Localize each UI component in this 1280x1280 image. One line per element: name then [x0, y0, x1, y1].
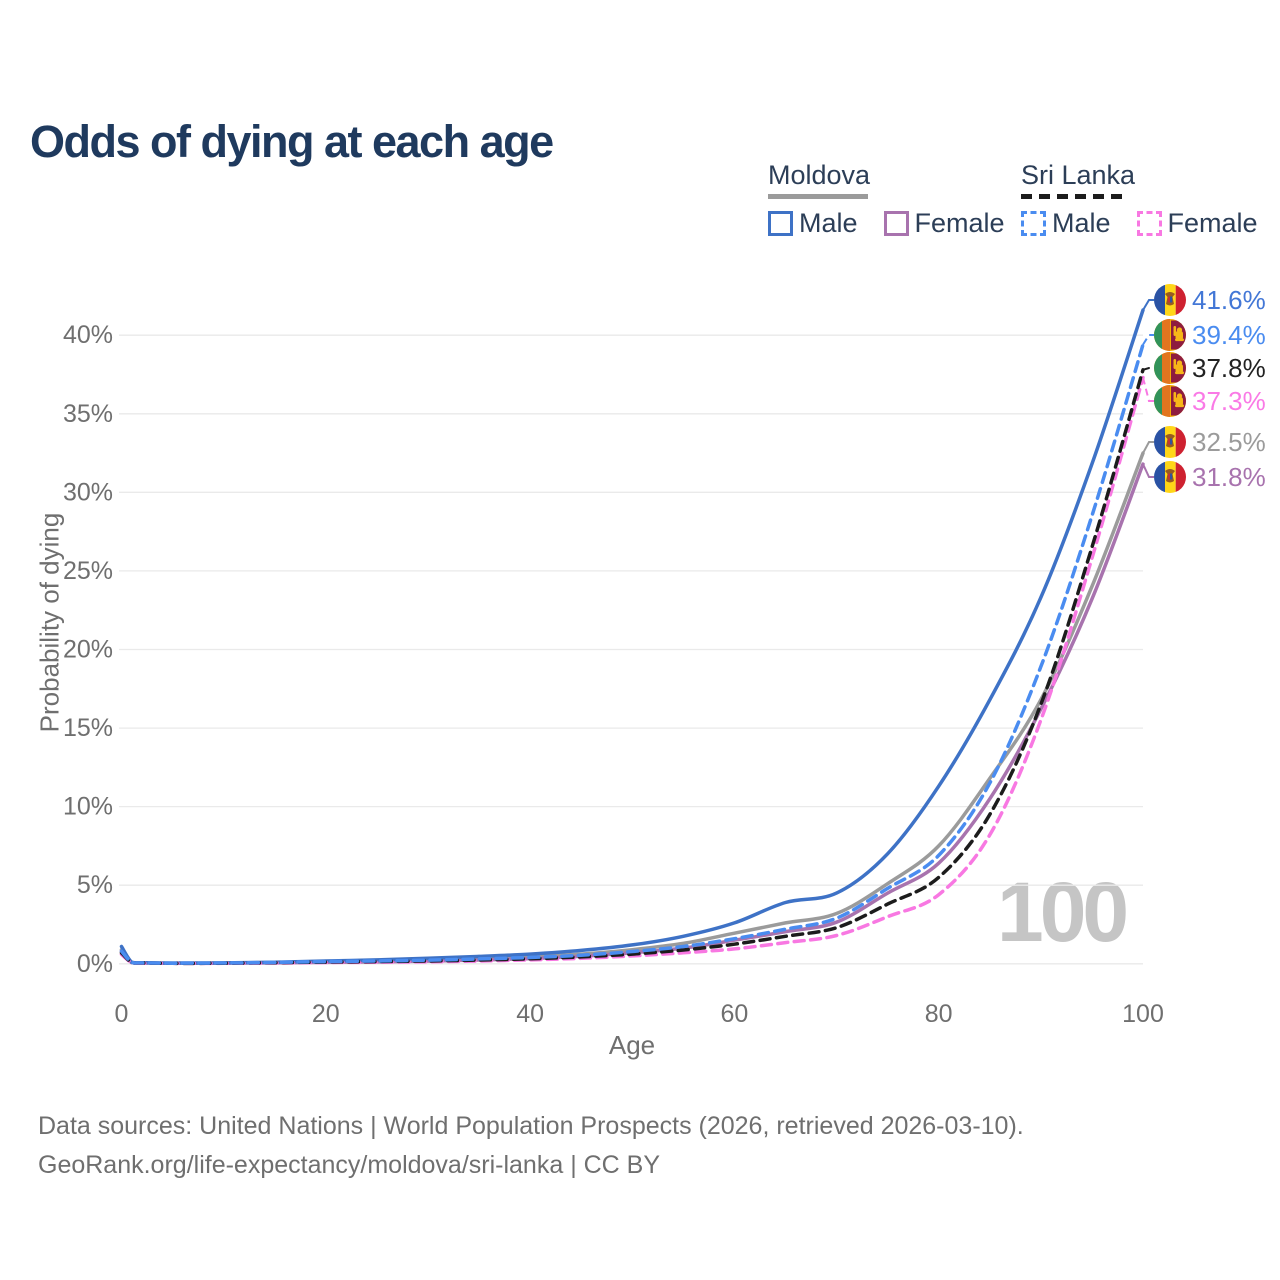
moldova-female-checkbox[interactable]	[883, 211, 909, 236]
label-connector-sri-lanka-all	[1142, 367, 1154, 371]
legend-items-moldova: Male Female	[768, 208, 1005, 239]
y-tick-label: 20%	[63, 636, 113, 664]
x-tick-label: 60	[720, 1000, 748, 1028]
y-tick-label: 5%	[77, 871, 113, 899]
label-connector-sri-lanka-male	[1142, 334, 1154, 346]
y-tick-label: 15%	[63, 714, 113, 742]
series-line-moldova-male	[119, 308, 1145, 965]
sri-lanka-line-style-swatch	[1021, 194, 1125, 199]
x-tick-label: 20	[312, 1000, 340, 1028]
label-connector-sri-lanka-female	[1142, 377, 1154, 402]
sri-lanka-male-checkbox[interactable]	[1021, 211, 1046, 236]
moldova-male-checkbox[interactable]	[768, 211, 793, 236]
page-title: Odds of dying at each age	[30, 116, 554, 168]
sri-lanka-flag-icon	[1154, 319, 1186, 351]
series-line-sri-lanka-female	[119, 375, 1145, 966]
legend-label-sri-lanka-female: Female	[1167, 208, 1258, 238]
y-tick-label: 25%	[63, 557, 113, 585]
y-tick-label: 40%	[63, 321, 113, 349]
label-connector-moldova-all	[1142, 441, 1154, 454]
end-value-label-moldova-male: 41.6%	[1192, 285, 1266, 315]
age-counter-watermark: 100	[997, 865, 1129, 959]
legend-items-sri-lanka: Male Female	[1021, 208, 1258, 239]
moldova-flag-icon	[1154, 426, 1186, 458]
y-tick-label: 35%	[63, 400, 113, 428]
sri-lanka-flag-icon	[1154, 352, 1186, 384]
legend-label-moldova-female: Female	[914, 208, 1005, 238]
legend-item-moldova-male[interactable]: Male	[768, 208, 858, 239]
legend-label-moldova-male: Male	[799, 208, 858, 238]
end-value-label-sri-lanka-male: 39.4%	[1192, 320, 1266, 350]
series-line-moldova-female	[119, 462, 1145, 966]
legend-item-sri-lanka-male[interactable]: Male	[1021, 208, 1111, 239]
legend-country-moldova: Moldova	[768, 160, 871, 190]
series-line-moldova-all	[119, 451, 1145, 965]
label-connector-moldova-male	[1142, 299, 1154, 311]
moldova-line-style-swatch	[768, 194, 868, 199]
legend-group-moldova: Moldova Male Female	[768, 160, 1005, 239]
sri-lanka-flag-icon	[1154, 385, 1186, 417]
y-tick-label: 0%	[77, 950, 113, 978]
end-value-label-sri-lanka-female: 37.3%	[1192, 386, 1266, 416]
x-axis-title: Age	[608, 1030, 656, 1060]
end-value-label-moldova-all: 32.5%	[1192, 427, 1266, 457]
label-connector-moldova-female	[1142, 463, 1154, 478]
legend-label-sri-lanka-male: Male	[1052, 208, 1111, 238]
x-tick-label: 40	[516, 1000, 544, 1028]
series-line-sri-lanka-all	[119, 368, 1145, 966]
y-tick-label: 30%	[63, 478, 113, 506]
x-tick-label: 100	[1122, 1000, 1164, 1028]
y-tick-label: 10%	[63, 793, 113, 821]
end-value-label-sri-lanka-all: 37.8%	[1192, 353, 1266, 383]
y-axis-title: Probability of dying	[34, 512, 65, 733]
footer-attribution-line: GeoRank.org/life-expectancy/moldova/sri-…	[38, 1151, 661, 1179]
legend-country-sri-lanka: Sri Lanka	[1021, 160, 1136, 190]
legend-item-moldova-female[interactable]: Female	[883, 208, 1005, 239]
legend-group-sri-lanka: Sri Lanka Male Female	[1021, 160, 1258, 239]
series-line-sri-lanka-male	[119, 342, 1145, 965]
moldova-flag-icon	[1154, 284, 1186, 316]
end-value-label-moldova-female: 31.8%	[1192, 462, 1266, 492]
footer: Data sources: United Nations | World Pop…	[38, 1107, 1024, 1185]
moldova-flag-icon	[1154, 461, 1186, 493]
legend-item-sri-lanka-female[interactable]: Female	[1136, 208, 1258, 239]
x-tick-label: 0	[115, 1000, 129, 1028]
footer-sources-line: Data sources: United Nations | World Pop…	[38, 1112, 1024, 1140]
x-tick-label: 80	[925, 1000, 953, 1028]
sri-lanka-female-checkbox[interactable]	[1136, 211, 1162, 236]
